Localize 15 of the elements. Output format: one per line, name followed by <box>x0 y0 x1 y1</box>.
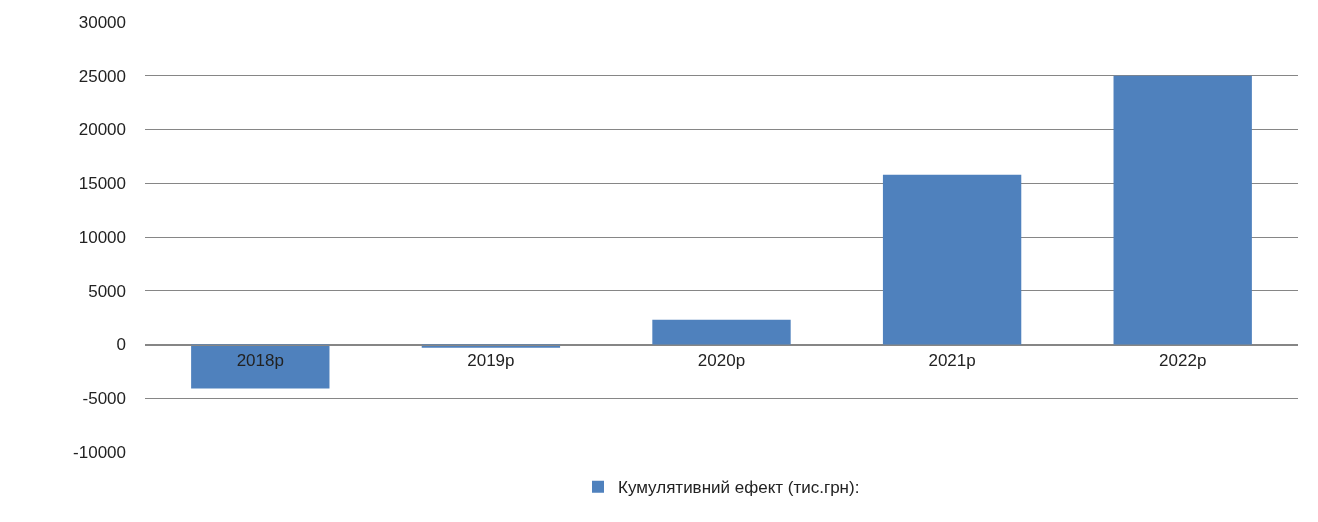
y-tick-label: 20000 <box>78 120 126 140</box>
y-tick-label: 30000 <box>78 12 126 32</box>
x-tick-label: 2018р <box>236 350 284 370</box>
x-tick-label: 2019р <box>467 350 515 370</box>
x-tick-label: 2020р <box>697 350 746 370</box>
y-tick-label: 5000 <box>88 281 126 301</box>
y-tick-label: 0 <box>116 335 126 355</box>
x-tick-label: 2021р <box>928 350 976 370</box>
y-tick-label: 25000 <box>78 66 126 86</box>
legend-label: Кумулятивний ефект (тис.грн): <box>618 478 860 498</box>
x-tick-label: 2022р <box>1159 350 1207 370</box>
y-tick-label: -10000 <box>73 442 126 462</box>
y-tick-label: 15000 <box>78 174 126 194</box>
y-tick-label: 10000 <box>78 227 126 247</box>
y-tick-label: -5000 <box>82 389 126 409</box>
